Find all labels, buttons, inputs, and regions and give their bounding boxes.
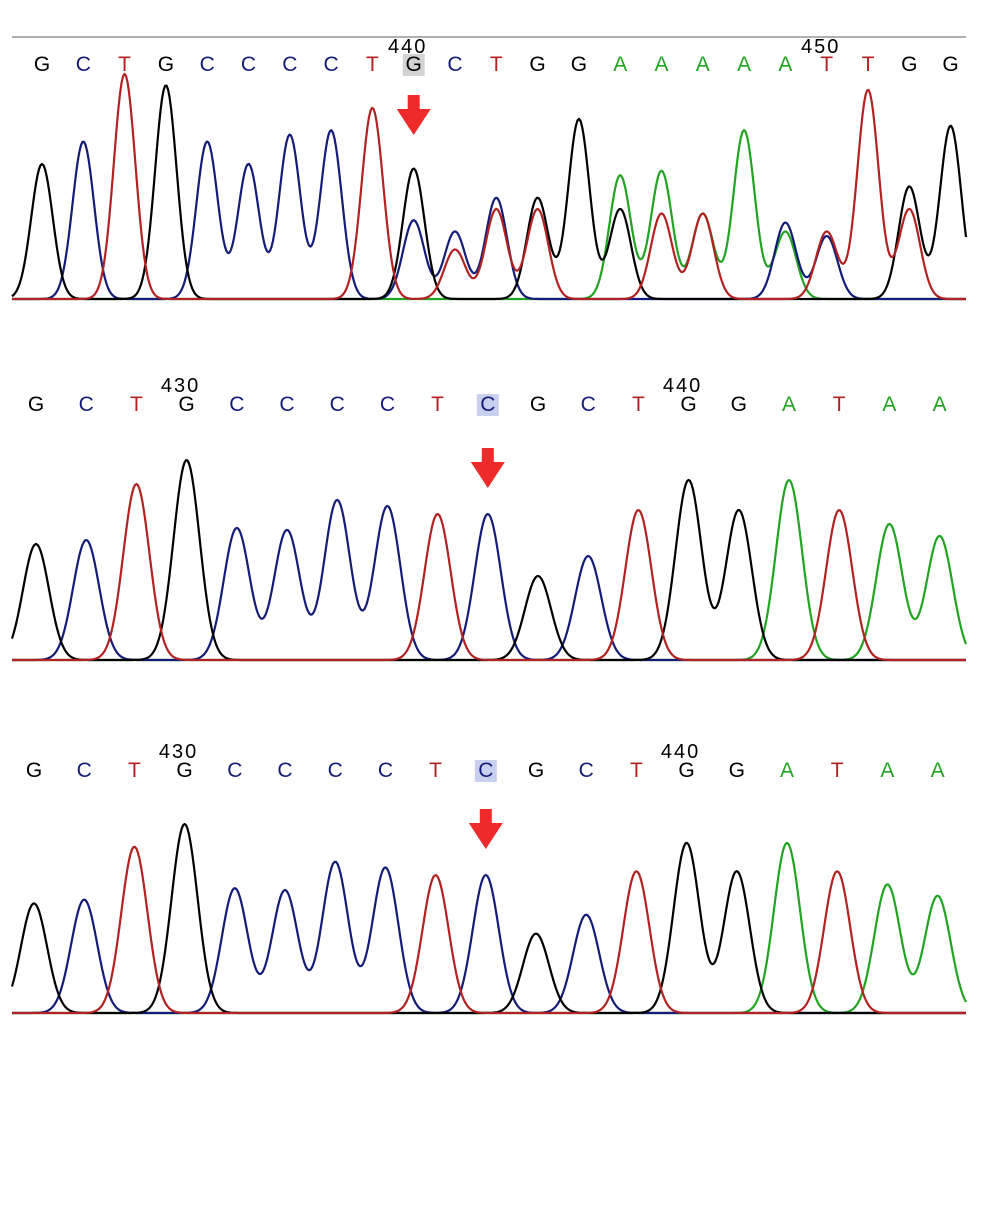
base-call-label: A <box>696 53 710 76</box>
base-call-label: C <box>279 393 294 416</box>
base-call-label: T <box>118 53 131 76</box>
position-label: 430 <box>159 741 198 763</box>
base-call-label: T <box>431 393 444 416</box>
trace-G <box>10 459 966 662</box>
base-call-label: G <box>680 393 696 416</box>
base-call-label: T <box>820 53 833 76</box>
trace-T <box>12 845 966 1015</box>
base-call-label: G <box>942 53 958 76</box>
base-call-label: C <box>227 759 242 782</box>
base-call-label: T <box>366 53 379 76</box>
mutation-arrow-icon <box>470 448 505 488</box>
base-call-label: G <box>406 53 422 76</box>
base-call-label: C <box>478 759 493 782</box>
base-call-label: G <box>158 53 174 76</box>
base-call-label: T <box>831 759 844 782</box>
base-call-label: C <box>282 53 297 76</box>
base-call-label: G <box>528 759 544 782</box>
base-call-label: A <box>780 759 794 782</box>
base-call-label: C <box>200 53 215 76</box>
base-call-label: C <box>77 759 92 782</box>
mutation-arrow-icon <box>396 95 431 135</box>
base-call-label: G <box>678 759 694 782</box>
position-label: 450 <box>801 36 840 58</box>
base-call-label: C <box>330 393 345 416</box>
base-call-label: G <box>26 759 42 782</box>
base-call-label: C <box>447 53 462 76</box>
base-call-label: G <box>729 759 745 782</box>
base-call-label: A <box>654 53 668 76</box>
base-call-label: T <box>632 393 645 416</box>
base-call-label: A <box>931 759 945 782</box>
base-call-label: C <box>380 393 395 416</box>
base-call-label: A <box>882 393 896 416</box>
position-label: 430 <box>161 375 200 397</box>
highlighted-base-box <box>476 394 499 416</box>
base-call-label: C <box>581 393 596 416</box>
base-call-label: C <box>76 53 91 76</box>
base-call-label: G <box>901 53 917 76</box>
base-call-label: T <box>862 53 875 76</box>
position-label: 440 <box>663 375 702 397</box>
highlighted-base-box <box>402 54 425 76</box>
trace-G <box>10 822 966 1015</box>
base-call-label: C <box>324 53 339 76</box>
base-call-label: C <box>480 393 495 416</box>
trace-C <box>12 129 966 301</box>
base-call-label: A <box>737 53 751 76</box>
base-call-label: C <box>378 759 393 782</box>
base-call-label: T <box>128 759 141 782</box>
base-call-label: G <box>529 53 545 76</box>
base-call-label: G <box>178 393 194 416</box>
base-call-label: G <box>530 393 546 416</box>
base-call-label: G <box>28 393 44 416</box>
base-call-label: C <box>79 393 94 416</box>
trace-G <box>11 84 968 301</box>
base-call-label: T <box>429 759 442 782</box>
base-call-label: C <box>229 393 244 416</box>
base-call-label: C <box>328 759 343 782</box>
base-call-label: G <box>731 393 747 416</box>
position-label: 440 <box>661 741 700 763</box>
base-call-label: C <box>579 759 594 782</box>
base-call-label: C <box>277 759 292 782</box>
position-label: 440 <box>388 36 427 58</box>
mutation-arrow-icon <box>468 809 503 849</box>
base-call-label: G <box>571 53 587 76</box>
base-call-label: A <box>933 393 947 416</box>
trace-A <box>12 478 968 662</box>
panel-2: G C T G C C C C T C G C T G G A T A A 430 440 <box>10 375 968 662</box>
base-call-label: G <box>34 53 50 76</box>
panel-3: G C T G C C C C T C G C T G G A T A A 430 440 <box>10 741 967 1015</box>
highlighted-base-box <box>474 760 497 782</box>
base-call-label: C <box>241 53 256 76</box>
base-call-label: T <box>630 759 643 782</box>
trace-T <box>12 72 966 301</box>
trace-T <box>12 482 966 662</box>
base-call-label: T <box>130 393 143 416</box>
base-call-label: A <box>782 393 796 416</box>
base-call-label: A <box>778 53 792 76</box>
base-call-label: A <box>613 53 627 76</box>
base-call-label: T <box>490 53 503 76</box>
base-call-label: T <box>833 393 846 416</box>
base-call-label: G <box>176 759 192 782</box>
base-call-label: A <box>880 759 894 782</box>
trace-C <box>12 498 966 662</box>
